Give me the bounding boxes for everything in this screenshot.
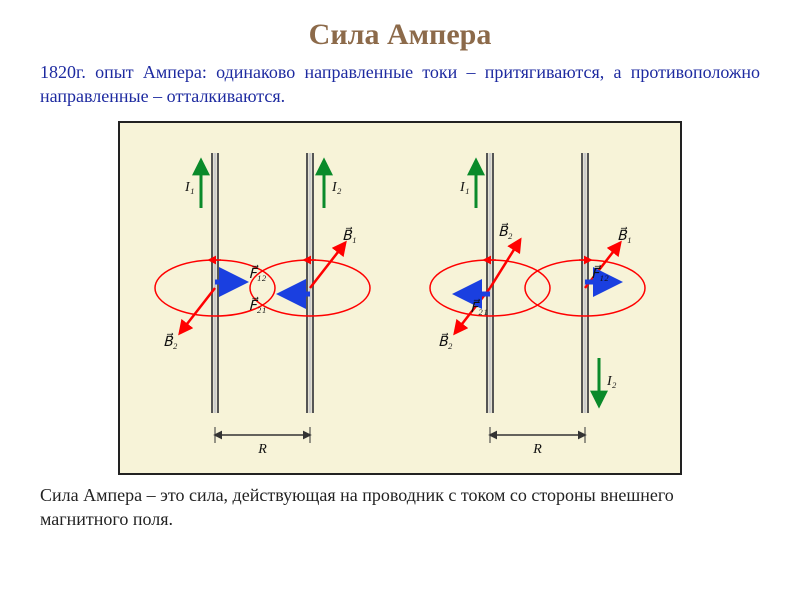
svg-text:B⃗₁: B⃗₁ [342, 226, 356, 244]
caption-text: Сила Ампера – это сила, действующая на п… [0, 475, 800, 532]
svg-text:B⃗₂: B⃗₂ [498, 222, 513, 240]
diagram-container: I₁ I₂ B⃗₁ B⃗₂ F⃗₁₂ F⃗₂₁ R I₁ I₂ B⃗₁ B⃗₂ B⃗₂ F⃗₂₁ F⃗₁₂… [0, 121, 800, 475]
svg-text:I₂: I₂ [331, 180, 342, 195]
page-title: Сила Ампера [0, 0, 800, 60]
svg-text:F⃗₂₁: F⃗₂₁ [249, 296, 267, 314]
svg-text:B⃗₂: B⃗₂ [163, 332, 178, 350]
page: Сила Ампера 1820г. опыт Ампера: одинаков… [0, 0, 800, 600]
svg-text:I₂: I₂ [606, 374, 617, 389]
svg-text:B⃗₁: B⃗₁ [617, 226, 631, 244]
ampere-diagram: I₁ I₂ B⃗₁ B⃗₂ F⃗₁₂ F⃗₂₁ R I₁ I₂ B⃗₁ B⃗₂ B⃗₂ F⃗₂₁ F⃗₁₂… [118, 121, 682, 475]
intro-text: 1820г. опыт Ампера: одинаково направленн… [0, 60, 800, 117]
svg-text:I₁: I₁ [459, 180, 470, 195]
svg-text:F⃗₁₂: F⃗₁₂ [249, 264, 267, 282]
svg-text:F⃗₂₁: F⃗₂₁ [470, 298, 488, 316]
svg-text:F⃗₁₂: F⃗₁₂ [591, 264, 609, 282]
svg-text:I₁: I₁ [184, 180, 195, 195]
svg-text:R: R [532, 442, 542, 457]
svg-text:R: R [257, 442, 267, 457]
svg-text:B⃗₂: B⃗₂ [438, 332, 453, 350]
